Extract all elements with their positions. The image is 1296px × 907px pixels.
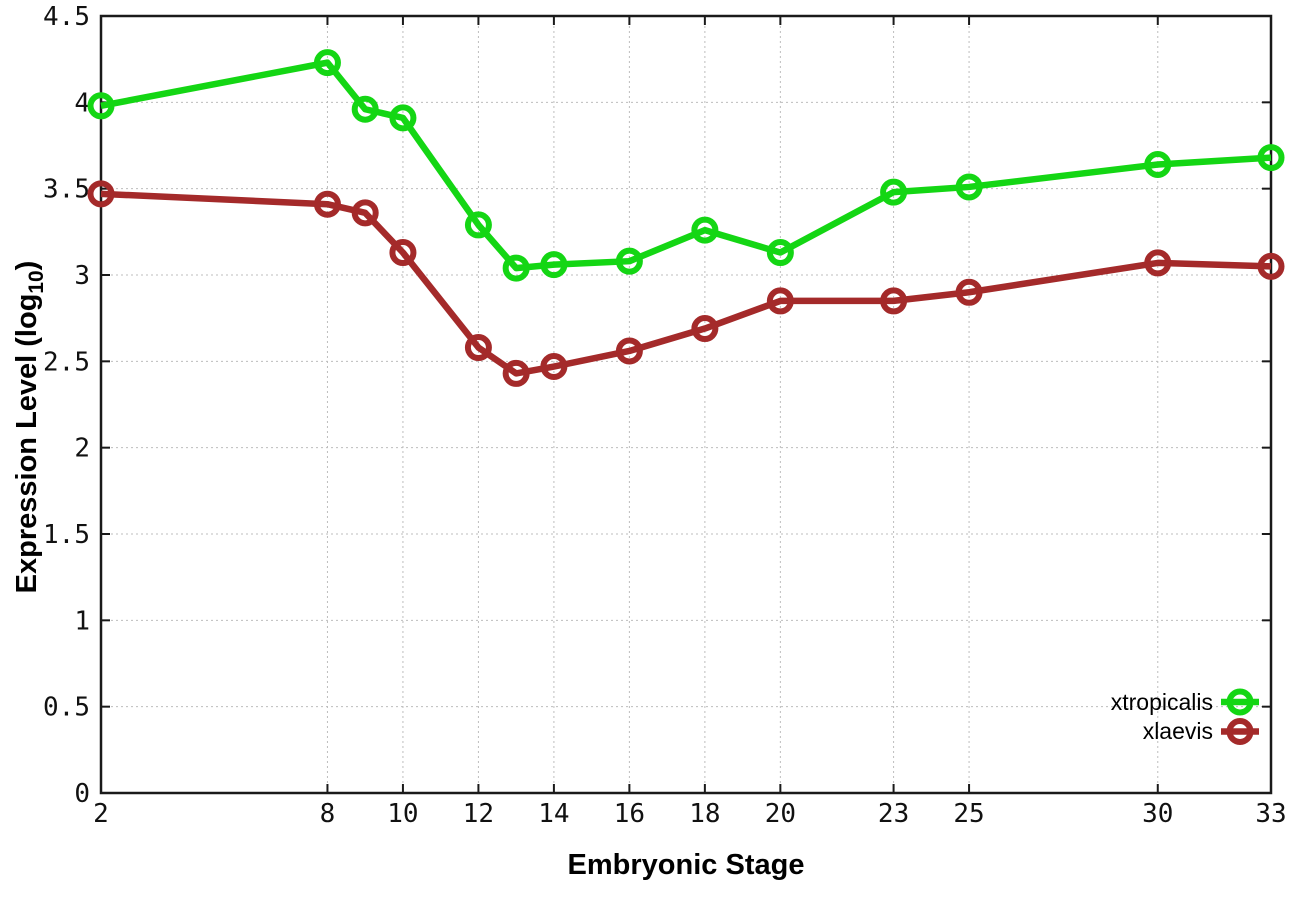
series-line-xtropicalis (100, 59, 1272, 272)
x-tick-label: 30 (1142, 799, 1173, 829)
data-point-xtropicalis (87, 92, 115, 120)
x-tick-label: 14 (538, 799, 569, 829)
data-point-xlaevis (87, 180, 115, 208)
x-tick-label: 10 (387, 799, 418, 829)
y-axis-title-close: ) (11, 260, 44, 271)
data-point-xlaevis (313, 190, 341, 218)
y-tick-label: 4 (74, 88, 90, 118)
data-point-xlaevis (1144, 249, 1172, 277)
y-axis-title: Expression Level (log10) (11, 261, 49, 594)
data-point-xtropicalis (615, 247, 643, 275)
data-point-xtropicalis (955, 173, 983, 201)
data-point-xlaevis (540, 353, 568, 381)
x-tick-label: 20 (765, 799, 796, 829)
x-tick-label: 2 (93, 799, 109, 829)
x-tick-label: 18 (689, 799, 720, 829)
data-point-xlaevis (1257, 252, 1285, 280)
x-axis-title: Embryonic Stage (567, 849, 805, 881)
y-tick-label: 1.5 (43, 520, 90, 550)
legend-label-xtropicalis: xtropicalis (1110, 689, 1213, 715)
y-tick-label: 4.5 (43, 2, 90, 32)
data-point-xtropicalis (540, 251, 568, 279)
y-tick-label: 2 (74, 434, 90, 464)
y-tick-label: 2.5 (43, 347, 90, 377)
y-axis-title-text: Expression Level (log (11, 293, 44, 594)
data-point-xtropicalis (351, 95, 379, 123)
legend-marker-xtropicalis (1226, 688, 1254, 716)
y-tick-label: 3 (74, 261, 90, 291)
y-tick-label: 0 (74, 779, 90, 809)
y-tick-label: 3.5 (43, 175, 90, 205)
x-tick-label: 12 (463, 799, 494, 829)
data-point-xtropicalis (464, 211, 492, 239)
data-point-xtropicalis (691, 216, 719, 244)
data-point-xlaevis (615, 337, 643, 365)
x-tick-label: 33 (1255, 799, 1286, 829)
data-point-xlaevis (880, 287, 908, 315)
x-tick-label: 16 (614, 799, 645, 829)
data-point-xlaevis (691, 315, 719, 343)
data-point-xtropicalis (1144, 150, 1172, 178)
data-point-xtropicalis (766, 239, 794, 267)
data-point-xlaevis (955, 278, 983, 306)
x-tick-label: 8 (320, 799, 336, 829)
data-point-xtropicalis (502, 254, 530, 282)
plot-border (99, 14, 1273, 795)
data-point-xlaevis (502, 359, 530, 387)
data-point-xlaevis (351, 199, 379, 227)
data-point-xlaevis (464, 334, 492, 362)
y-tick-label: 0.5 (43, 693, 90, 723)
data-point-xtropicalis (1257, 144, 1285, 172)
data-point-xlaevis (766, 287, 794, 315)
y-tick-label: 1 (74, 606, 90, 636)
x-tick-label: 23 (878, 799, 909, 829)
data-point-xtropicalis (313, 49, 341, 77)
x-tick-label: 25 (953, 799, 984, 829)
data-point-xtropicalis (389, 104, 417, 132)
y-axis-title-subscript: 10 (24, 270, 48, 294)
data-point-xlaevis (389, 239, 417, 267)
series-line-xlaevis (100, 190, 1272, 377)
legend-label-xlaevis: xlaevis (1142, 718, 1213, 744)
data-point-xtropicalis (880, 178, 908, 206)
legend-marker-xlaevis (1226, 718, 1254, 745)
